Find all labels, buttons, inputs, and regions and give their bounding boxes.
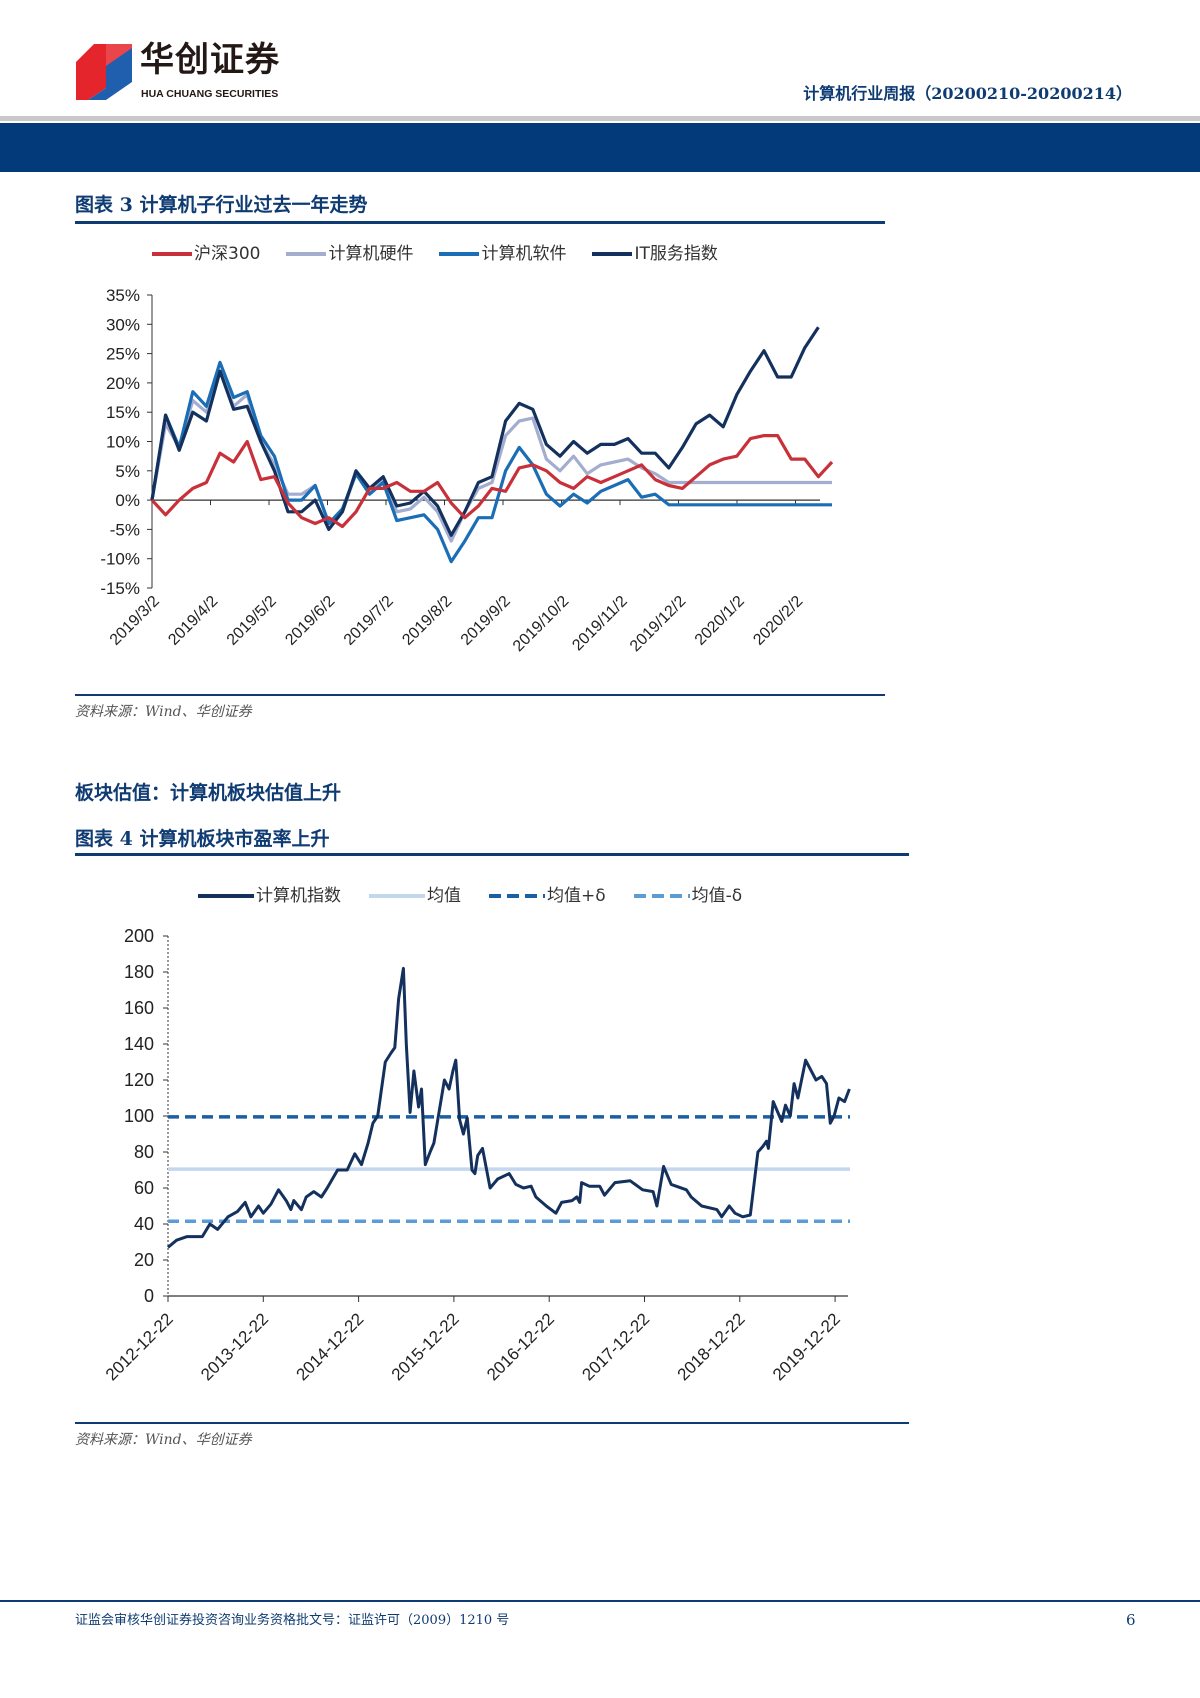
legend-label: 计算机软件 xyxy=(481,244,567,264)
footer-license: 证监会审核华创证券投资咨询业务资格批文号：证监许可（2009）1210 号 xyxy=(75,1613,510,1628)
legend-label: 沪深300 xyxy=(194,244,261,264)
x-tick-label: 2020/1/2 xyxy=(692,593,748,649)
y-tick-label: 0% xyxy=(115,491,140,510)
figure3-title: 图表 3 计算机子行业过去一年走势 xyxy=(75,194,368,216)
y-tick-label: 30% xyxy=(106,315,140,334)
legend-swatch xyxy=(633,894,690,898)
logo-chinese-name: 华创证券 xyxy=(140,40,280,80)
series-line-2 xyxy=(150,360,832,564)
legend-label: 均值-δ xyxy=(691,886,743,906)
legend-label: 均值+δ xyxy=(547,886,606,906)
legend-item-mean-plus-sigma: 均值+δ xyxy=(489,885,606,907)
x-tick-label: 2016-12-22 xyxy=(483,1309,558,1384)
logo-mark-icon xyxy=(76,44,132,100)
series-line-computer-index xyxy=(167,966,851,1249)
footer-rule xyxy=(0,1600,1200,1602)
legend-label: 计算机硬件 xyxy=(328,244,414,264)
legend-swatch xyxy=(489,894,545,898)
y-tick-label: 80 xyxy=(134,1142,154,1162)
y-tick-label: 10% xyxy=(106,433,140,452)
report-title: 计算机行业周报（20200210-20200214） xyxy=(803,84,1132,103)
y-tick-label: -10% xyxy=(100,550,140,569)
figure3-legend: 沪深300 计算机硬件 计算机软件 IT服务指数 xyxy=(152,243,718,265)
y-tick-label: 140 xyxy=(124,1034,154,1054)
figure3-bottom-rule xyxy=(75,694,885,696)
legend-swatch xyxy=(369,894,425,898)
header-blue-band xyxy=(0,123,1200,172)
y-tick-label: 5% xyxy=(115,462,140,481)
x-tick-label: 2019/11/2 xyxy=(569,593,631,655)
figure4-top-rule xyxy=(75,853,909,856)
y-tick-label: 180 xyxy=(124,962,154,982)
x-tick-label: 2019/8/2 xyxy=(399,593,455,649)
logo-english-name: HUA CHUANG SECURITIES xyxy=(141,88,279,100)
legend-item-computer-index: 计算机指数 xyxy=(198,885,341,907)
x-tick-label: 2013-12-22 xyxy=(197,1309,272,1384)
figure4-legend: 计算机指数 均值 均值+δ 均值-δ xyxy=(198,885,742,907)
x-tick-label: 2014-12-22 xyxy=(292,1309,367,1384)
legend-item-mean: 均值 xyxy=(369,885,461,907)
y-tick-label: 100 xyxy=(124,1106,154,1126)
x-tick-label: 2019/12/2 xyxy=(627,593,689,655)
figure4-bottom-rule xyxy=(75,1422,909,1424)
y-tick-label: 25% xyxy=(106,345,140,364)
legend-label: IT服务指数 xyxy=(634,244,718,264)
company-logo: 华创证券 HUA CHUANG SECURITIES xyxy=(76,42,316,104)
y-tick-label: 60 xyxy=(134,1178,154,1198)
header-gray-rule xyxy=(0,116,1200,121)
x-tick-label: 2015-12-22 xyxy=(388,1309,463,1384)
y-tick-label: 15% xyxy=(106,403,140,422)
figure3-source: 资料来源：Wind、华创证券 xyxy=(75,704,252,720)
figure4-title: 图表 4 计算机板块市盈率上升 xyxy=(75,828,330,850)
x-tick-label: 2019/6/2 xyxy=(282,593,338,649)
y-tick-label: 35% xyxy=(106,286,140,305)
x-tick-label: 2019/5/2 xyxy=(224,593,280,649)
legend-item-software: 计算机软件 xyxy=(439,243,566,265)
legend-swatch xyxy=(198,894,254,898)
x-tick-label: 2019/3/2 xyxy=(107,593,163,649)
x-tick-label: 2012-12-22 xyxy=(102,1309,177,1384)
legend-item-hs300: 沪深300 xyxy=(152,243,260,265)
legend-swatch xyxy=(439,252,480,256)
series-line-3 xyxy=(150,326,820,537)
section-heading: 板块估值：计算机板块估值上升 xyxy=(75,782,342,804)
x-tick-label: 2017-12-22 xyxy=(578,1309,653,1384)
figure4-source: 资料来源：Wind、华创证券 xyxy=(75,1432,252,1448)
y-tick-label: 20% xyxy=(106,374,140,393)
legend-item-mean-minus-sigma: 均值-δ xyxy=(633,885,743,907)
legend-swatch xyxy=(286,252,327,256)
y-tick-label: -15% xyxy=(100,579,140,598)
x-tick-label: 2019/7/2 xyxy=(341,593,397,649)
y-tick-label: 200 xyxy=(124,926,154,946)
x-tick-label: 2019/9/2 xyxy=(458,593,514,649)
figure3-top-rule xyxy=(75,221,885,224)
x-tick-label: 2019/10/2 xyxy=(510,593,572,655)
y-tick-label: 40 xyxy=(134,1214,154,1234)
x-tick-label: 2019/4/2 xyxy=(165,593,221,649)
series-line-0 xyxy=(150,434,834,529)
legend-swatch xyxy=(152,252,192,256)
x-tick-label: 2019-12-22 xyxy=(769,1309,844,1384)
legend-item-hardware: 计算机硬件 xyxy=(286,243,413,265)
legend-label: 计算机指数 xyxy=(256,886,341,906)
y-tick-label: 0 xyxy=(144,1286,154,1306)
legend-label: 均值 xyxy=(427,886,461,906)
y-tick-label: -5% xyxy=(110,520,140,539)
legend-swatch xyxy=(592,252,633,256)
page-number: 6 xyxy=(1126,1611,1136,1629)
y-tick-label: 160 xyxy=(124,998,154,1018)
x-tick-label: 2018-12-22 xyxy=(674,1309,749,1384)
legend-item-it-services: IT服务指数 xyxy=(592,243,718,265)
x-tick-label: 2020/2/2 xyxy=(750,593,806,649)
y-tick-label: 120 xyxy=(124,1070,154,1090)
y-tick-label: 20 xyxy=(134,1250,154,1270)
figure3-line-chart: 35% 30% 25% 20% 15% 10% 5% 0% -5% -10% -15%2019/3/… xyxy=(100,286,834,655)
